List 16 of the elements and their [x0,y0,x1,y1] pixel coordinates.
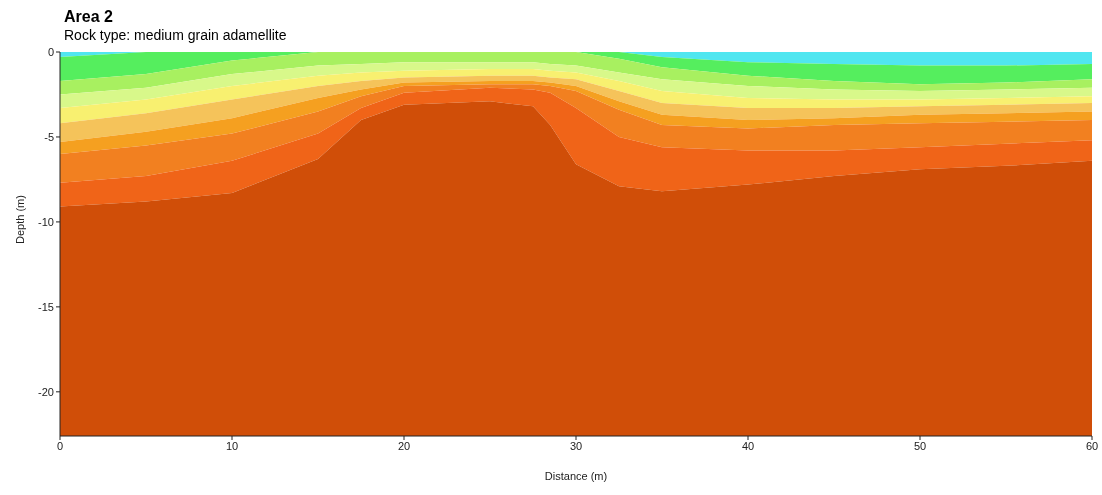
chart-subtitle: Rock type: medium grain adamellite [64,26,288,44]
x-tick-label: 40 [741,439,755,452]
y-tick-label: -5 [44,130,54,143]
x-tick-label: 0 [56,439,64,452]
y-tick-label: -20 [38,385,54,398]
x-tick-label: 20 [397,439,411,452]
x-tick-label: 30 [569,439,583,452]
x-axis-title: Distance (m) [544,470,608,482]
x-tick-label: 50 [913,439,927,452]
y-tick-label: -10 [38,215,54,228]
x-tick-label: 10 [225,439,239,452]
chart-title: Area 2 [64,8,114,26]
x-tick-label: 60 [1085,439,1099,452]
y-tick-label: -15 [38,300,54,313]
y-tick-label: 0 [47,45,54,58]
y-axis-title: Depth (m) [13,195,26,244]
